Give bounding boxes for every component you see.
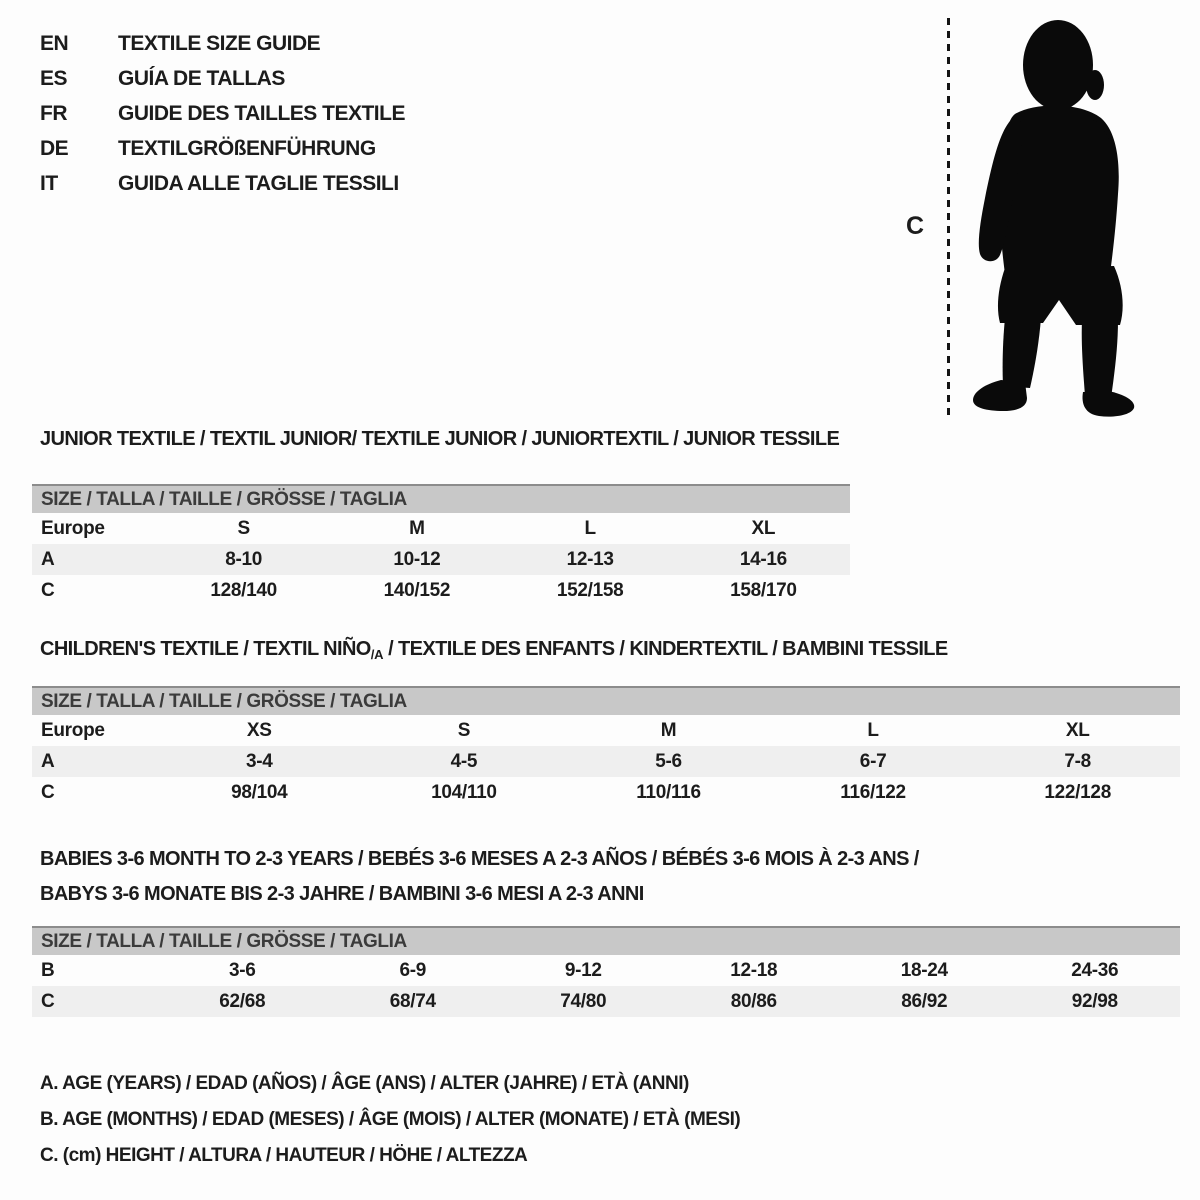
table-size-header: SIZE / TALLA / TAILLE / GRÖSSE / TAGLIA [32,686,1180,715]
table-size-header: SIZE / TALLA / TAILLE / GRÖSSE / TAGLIA [32,926,1180,955]
height-dashed-line [947,18,950,418]
table-cell: 158/170 [730,579,797,601]
language-row: FR GUIDE DES TAILLES TEXTILE [40,96,405,131]
table-row: Europe XS S M L XL [32,715,1180,746]
table-cell: 14-16 [739,548,787,570]
table-cell: 9-12 [564,959,602,981]
babies-section-title: BABIES 3-6 MONTH TO 2-3 YEARS / BEBÉS 3-… [40,842,919,912]
table-cell: 7-8 [1064,750,1091,772]
babies-size-table: SIZE / TALLA / TAILLE / GRÖSSE / TAGLIA B… [32,926,1180,1017]
table-cell: 74/80 [560,990,607,1012]
children-title-suffix: / TEXTILE DES ENFANTS / KINDERTEXTIL / B… [383,638,948,660]
babies-title-line-1: BABIES 3-6 MONTH TO 2-3 YEARS / BEBÉS 3-… [40,848,919,870]
table-row: Europe S M L XL [32,513,850,544]
toddler-silhouette-icon [973,20,1135,417]
row-label: C [41,579,55,601]
table-cell: L [584,517,596,539]
table-cell: M [409,517,425,539]
table-row: C 98/104 104/110 110/116 116/122 122/128 [32,777,1180,808]
legend-line: C. (cm) HEIGHT / ALTURA / HAUTEUR / HÖHE… [40,1145,528,1166]
table-cell: 24-36 [1071,959,1119,981]
row-label: C [41,781,55,803]
table-cell: 6-7 [859,750,887,772]
table-cell: 12-13 [566,548,614,570]
language-title: GUÍA DE TALLAS [118,66,285,90]
language-title: GUIDE DES TAILLES TEXTILE [118,101,405,125]
language-title: TEXTILE SIZE GUIDE [118,31,321,55]
language-title-list: EN TEXTILE SIZE GUIDE ES GUÍA DE TALLAS FR GU… [40,26,405,201]
table-cell: 8-10 [225,548,263,570]
table-cell: 92/98 [1071,990,1118,1012]
language-code: IT [40,171,58,195]
table-cell: XL [1065,719,1090,741]
table-cell: S [457,719,471,741]
language-title: GUIDA ALLE TAGLIE TESSILI [118,171,399,195]
language-code: ES [40,66,68,90]
children-section-title: CHILDREN'S TEXTILE / TEXTIL NIÑO/A / TEX… [40,638,948,662]
row-label: Europe [41,719,105,741]
table-cell: 3-6 [228,959,256,981]
table-cell: S [237,517,250,539]
table-cell: 80/86 [730,990,777,1012]
row-label: B [41,959,55,981]
table-cell: 68/74 [389,990,436,1012]
language-code: FR [40,101,68,125]
table-cell: 12-18 [730,959,778,981]
height-measure-label: C [906,212,925,240]
language-row: ES GUÍA DE TALLAS [40,61,405,96]
language-row: EN TEXTILE SIZE GUIDE [40,26,405,61]
row-label: A [41,750,55,772]
table-cell: 104/110 [431,781,497,803]
table-cell: 86/92 [901,990,948,1012]
table-row: B 3-6 6-9 9-12 12-18 18-24 24-36 [32,955,1180,986]
table-row: A 8-10 10-12 12-13 14-16 [32,544,850,575]
table-cell: 152/158 [556,579,624,601]
table-cell: 6-9 [399,959,427,981]
junior-section-title: JUNIOR TEXTILE / TEXTIL JUNIOR/ TEXTILE … [40,428,840,450]
children-title-prefix: CHILDREN'S TEXTILE / TEXTIL NIÑO [40,638,371,660]
children-title-sub: /A [370,647,384,662]
children-size-table: SIZE / TALLA / TAILLE / GRÖSSE / TAGLIA E… [32,686,1180,808]
table-cell: 122/128 [1044,781,1111,803]
row-label: A [41,548,55,570]
table-cell: 140/152 [383,579,451,601]
row-label: Europe [41,517,105,539]
language-code: EN [40,31,69,55]
language-row: IT GUIDA ALLE TAGLIE TESSILI [40,166,405,201]
legend-line: A. AGE (YEARS) / EDAD (AÑOS) / ÂGE (ANS)… [40,1073,689,1094]
table-cell: 110/116 [636,781,701,803]
row-label: C [41,990,55,1012]
toddler-silhouette-shape [973,20,1135,417]
legend-line: B. AGE (MONTHS) / EDAD (MESES) / ÂGE (MO… [40,1109,741,1130]
language-code: DE [40,136,69,160]
table-cell: XL [751,517,776,539]
language-title: TEXTILGRÖßENFÜHRUNG [118,136,376,160]
language-row: DE TEXTILGRÖßENFÜHRUNG [40,131,405,166]
table-cell: 116/122 [840,781,906,803]
table-cell: 128/140 [210,579,277,601]
table-cell: 98/104 [231,781,288,803]
legend: A. AGE (YEARS) / EDAD (AÑOS) / ÂGE (ANS)… [40,1066,741,1174]
table-row: C 62/68 68/74 74/80 80/86 86/92 92/98 [32,986,1180,1017]
table-cell: 4-5 [450,750,478,772]
table-cell: 62/68 [219,990,266,1012]
table-row: C 128/140 140/152 152/158 158/170 [32,575,850,606]
table-cell: 5-6 [655,750,682,772]
table-cell: M [660,719,677,741]
junior-size-table: SIZE / TALLA / TAILLE / GRÖSSE / TAGLIA E… [32,484,850,606]
table-cell: 10-12 [393,548,441,570]
table-row: A 3-4 4-5 5-6 6-7 7-8 [32,746,1180,777]
table-cell: XS [246,719,272,741]
table-cell: 18-24 [900,959,948,981]
table-size-header: SIZE / TALLA / TAILLE / GRÖSSE / TAGLIA [32,484,850,513]
table-cell: 3-4 [246,750,273,772]
table-cell: L [867,719,879,741]
babies-title-line-2: BABYS 3-6 MONATE BIS 2-3 JAHRE / BAMBINI… [40,883,644,905]
